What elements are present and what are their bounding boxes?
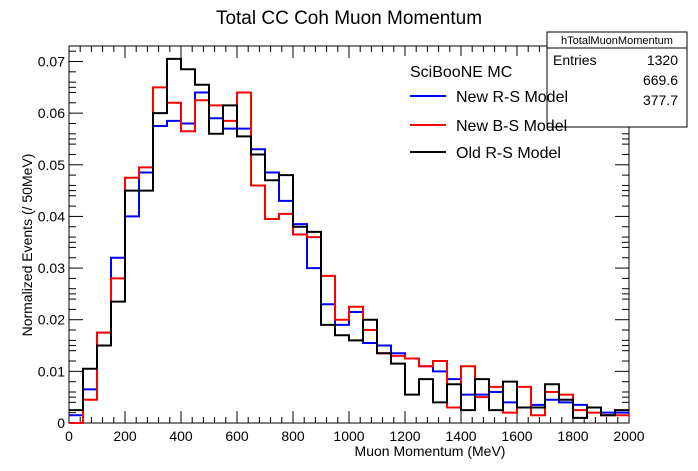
- x-tick-label: 200: [113, 428, 137, 444]
- x-tick-label: 1800: [557, 428, 588, 444]
- legend-label-new-bs: New B-S Model: [456, 118, 567, 135]
- y-tick-label: 0.07: [38, 53, 65, 69]
- x-tick-label: 1600: [501, 428, 532, 444]
- y-tick-label: 0.01: [38, 363, 65, 379]
- x-tick-label: 1000: [333, 428, 364, 444]
- stats-box: hTotalMuonMomentum Entries 1320 669.6 37…: [546, 31, 688, 128]
- x-tick-label: 800: [281, 428, 305, 444]
- x-tick-label: 2000: [613, 428, 644, 444]
- x-axis-label: Muon Momentum (MeV): [355, 443, 506, 459]
- legend-header: SciBooNE MC: [410, 64, 512, 81]
- histogram-series: [69, 57, 629, 424]
- stats-mean-value: 669.6: [643, 72, 678, 88]
- stats-entries-value: 1320: [647, 52, 678, 68]
- y-tick-label: 0.05: [38, 157, 65, 173]
- y-tick-label: 0: [57, 415, 65, 431]
- stats-entries-label: Entries: [553, 52, 597, 68]
- y-tick-label: 0.06: [38, 105, 65, 121]
- chart-title: Total CC Coh Muon Momentum: [216, 8, 482, 29]
- legend: SciBooNE MC New R-S Model New B-S Model …: [404, 56, 568, 172]
- x-tick-label: 0: [65, 428, 73, 444]
- y-axis-label: Normalized Events (/ 50MeV): [19, 154, 35, 337]
- x-tick-label: 600: [225, 428, 249, 444]
- legend-label-new-rs: New R-S Model: [456, 89, 568, 106]
- y-tick-label: 0.04: [38, 208, 65, 224]
- x-tick-label: 1200: [389, 428, 420, 444]
- stats-box-title: hTotalMuonMomentum: [561, 35, 673, 47]
- legend-label-old-rs: Old R-S Model: [456, 145, 561, 162]
- y-tick-label: 0.02: [38, 312, 65, 328]
- x-tick-label: 1400: [445, 428, 476, 444]
- stats-rms-value: 377.7: [643, 92, 678, 108]
- series-old-r-s-model: [69, 57, 629, 419]
- x-tick-label: 400: [169, 428, 193, 444]
- plot-axes: 0 200 400 600 800 1000 1200 1400 1600 1800 2000 0 0.…: [38, 45, 645, 444]
- y-tick-label: 0.03: [38, 260, 65, 276]
